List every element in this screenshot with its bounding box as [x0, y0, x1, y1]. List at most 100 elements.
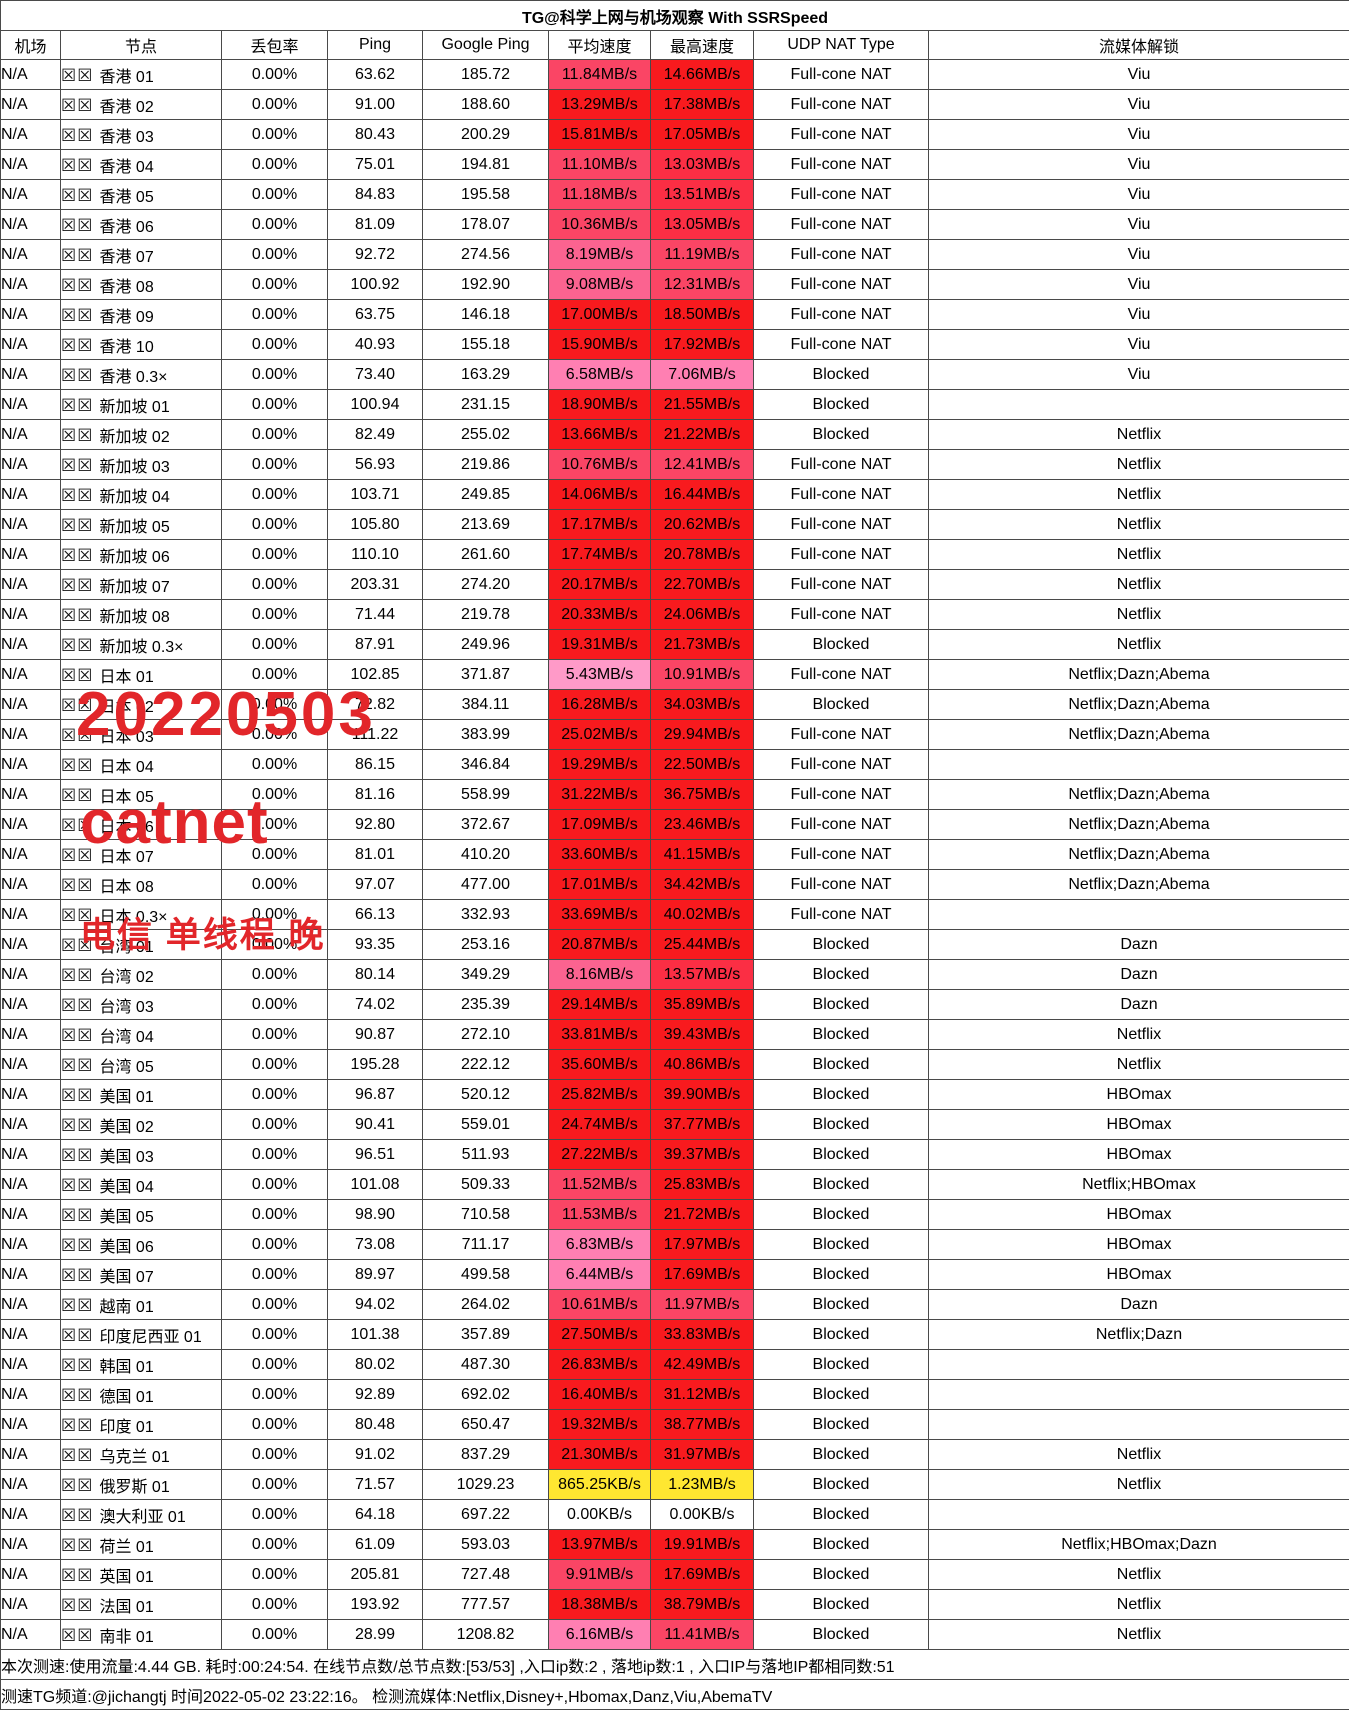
- cell-streaming: [927, 899, 1349, 930]
- cell-node: ☒☒ 香港 06: [60, 209, 222, 240]
- cell-max-speed: 21.73MB/s: [650, 629, 754, 660]
- cell-loss: 0.00%: [221, 1259, 328, 1290]
- cell-streaming: Netflix: [927, 419, 1349, 450]
- cell-ping: 74.02: [327, 989, 423, 1020]
- cell-node: ☒☒ 香港 0.3×: [60, 359, 222, 390]
- node-name: 日本 02: [99, 698, 154, 716]
- node-name: 英国 01: [99, 1568, 154, 1586]
- node-name: 美国 04: [99, 1178, 154, 1196]
- cell-node: ☒☒ 新加坡 02: [60, 419, 222, 450]
- cell-ping: 40.93: [327, 329, 423, 360]
- cell-airport: N/A: [0, 239, 61, 270]
- cell-streaming: HBOmax: [927, 1199, 1349, 1230]
- cell-loss: 0.00%: [221, 599, 328, 630]
- cell-node: ☒☒ 日本 03: [60, 719, 222, 750]
- cell-node: ☒☒ 香港 10: [60, 329, 222, 360]
- cell-node: ☒☒ 南非 01: [60, 1619, 222, 1650]
- cell-airport: N/A: [0, 1379, 61, 1410]
- cell-max-speed: 31.12MB/s: [650, 1379, 754, 1410]
- node-name: 美国 06: [99, 1238, 154, 1256]
- cell-udp-nat: Blocked: [753, 929, 929, 960]
- cell-loss: 0.00%: [221, 1439, 328, 1470]
- cell-ping: 93.35: [327, 929, 423, 960]
- cell-avg-speed: 5.43MB/s: [548, 659, 651, 690]
- page-title: TG@科学上网与机场观察 With SSRSpeed: [0, 0, 1349, 31]
- cell-google-ping: 593.03: [422, 1529, 549, 1560]
- cell-google-ping: 692.02: [422, 1379, 549, 1410]
- cell-node: ☒☒ 日本 07: [60, 839, 222, 870]
- cell-avg-speed: 8.19MB/s: [548, 239, 651, 270]
- node-name: 越南 01: [99, 1298, 154, 1316]
- node-name: 澳大利亚 01: [99, 1508, 186, 1526]
- cell-avg-speed: 19.32MB/s: [548, 1409, 651, 1440]
- node-name: 韩国 01: [99, 1358, 154, 1376]
- cell-avg-speed: 15.81MB/s: [548, 119, 651, 150]
- node-name: 香港 02: [99, 98, 154, 116]
- cell-max-speed: 38.79MB/s: [650, 1589, 754, 1620]
- cell-streaming: Viu: [927, 59, 1349, 90]
- cell-loss: 0.00%: [221, 1199, 328, 1230]
- cell-loss: 0.00%: [221, 569, 328, 600]
- cell-max-speed: 42.49MB/s: [650, 1349, 754, 1380]
- cell-node: ☒☒ 香港 03: [60, 119, 222, 150]
- node-name: 新加坡 0.3×: [99, 638, 184, 656]
- cell-loss: 0.00%: [221, 299, 328, 330]
- cell-avg-speed: 18.38MB/s: [548, 1589, 651, 1620]
- cell-loss: 0.00%: [221, 1529, 328, 1560]
- cell-max-speed: 21.22MB/s: [650, 419, 754, 450]
- cell-node: ☒☒ 俄罗斯 01: [60, 1469, 222, 1500]
- cell-streaming: Netflix: [927, 1019, 1349, 1050]
- table-row: N/A ☒☒ 日本 06 0.00% 92.80 372.67 17.09MB/s 23.46…: [0, 809, 1349, 840]
- cell-max-speed: 1.23MB/s: [650, 1469, 754, 1500]
- cell-streaming: [927, 389, 1349, 420]
- cell-airport: N/A: [0, 1139, 61, 1170]
- cell-node: ☒☒ 台湾 05: [60, 1049, 222, 1080]
- cell-ping: 56.93: [327, 449, 423, 480]
- flag-placeholder-icon: ☒☒: [61, 305, 94, 325]
- cell-airport: N/A: [0, 1439, 61, 1470]
- cell-airport: N/A: [0, 749, 61, 780]
- cell-airport: N/A: [0, 179, 61, 210]
- cell-node: ☒☒ 香港 08: [60, 269, 222, 300]
- cell-udp-nat: Blocked: [753, 1199, 929, 1230]
- cell-ping: 63.75: [327, 299, 423, 330]
- cell-ping: 92.89: [327, 1379, 423, 1410]
- node-name: 台湾 02: [99, 968, 154, 986]
- flag-placeholder-icon: ☒☒: [61, 1265, 94, 1285]
- cell-max-speed: 41.15MB/s: [650, 839, 754, 870]
- cell-max-speed: 22.50MB/s: [650, 749, 754, 780]
- cell-airport: N/A: [0, 1349, 61, 1380]
- table-row: N/A ☒☒ 荷兰 01 0.00% 61.09 593.03 13.97MB/s 19.91…: [0, 1529, 1349, 1560]
- cell-google-ping: 477.00: [422, 869, 549, 900]
- cell-streaming: Netflix;Dazn;Abema: [927, 809, 1349, 840]
- cell-streaming: Netflix: [927, 479, 1349, 510]
- cell-udp-nat: Full-cone NAT: [753, 839, 929, 870]
- cell-node: ☒☒ 法国 01: [60, 1589, 222, 1620]
- cell-ping: 80.48: [327, 1409, 423, 1440]
- cell-node: ☒☒ 越南 01: [60, 1289, 222, 1320]
- cell-airport: N/A: [0, 329, 61, 360]
- node-name: 印度尼西亚 01: [99, 1328, 202, 1346]
- cell-loss: 0.00%: [221, 899, 328, 930]
- table-row: N/A ☒☒ 日本 03 0.00% 111.22 383.99 25.02MB/s 29.9…: [0, 719, 1349, 750]
- cell-node: ☒☒ 台湾 03: [60, 989, 222, 1020]
- flag-placeholder-icon: ☒☒: [61, 1565, 94, 1585]
- cell-loss: 0.00%: [221, 659, 328, 690]
- table-row: N/A ☒☒ 英国 01 0.00% 205.81 727.48 9.91MB/s 17.69…: [0, 1559, 1349, 1590]
- cell-avg-speed: 17.09MB/s: [548, 809, 651, 840]
- cell-ping: 203.31: [327, 569, 423, 600]
- flag-placeholder-icon: ☒☒: [61, 455, 94, 475]
- cell-max-speed: 25.44MB/s: [650, 929, 754, 960]
- cell-node: ☒☒ 荷兰 01: [60, 1529, 222, 1560]
- cell-max-speed: 23.46MB/s: [650, 809, 754, 840]
- cell-avg-speed: 18.90MB/s: [548, 389, 651, 420]
- cell-loss: 0.00%: [221, 989, 328, 1020]
- node-name: 日本 08: [99, 878, 154, 896]
- flag-placeholder-icon: ☒☒: [61, 95, 94, 115]
- flag-placeholder-icon: ☒☒: [61, 1085, 94, 1105]
- cell-avg-speed: 33.81MB/s: [548, 1019, 651, 1050]
- cell-avg-speed: 0.00KB/s: [548, 1499, 651, 1530]
- cell-airport: N/A: [0, 119, 61, 150]
- cell-node: ☒☒ 新加坡 05: [60, 509, 222, 540]
- cell-avg-speed: 9.08MB/s: [548, 269, 651, 300]
